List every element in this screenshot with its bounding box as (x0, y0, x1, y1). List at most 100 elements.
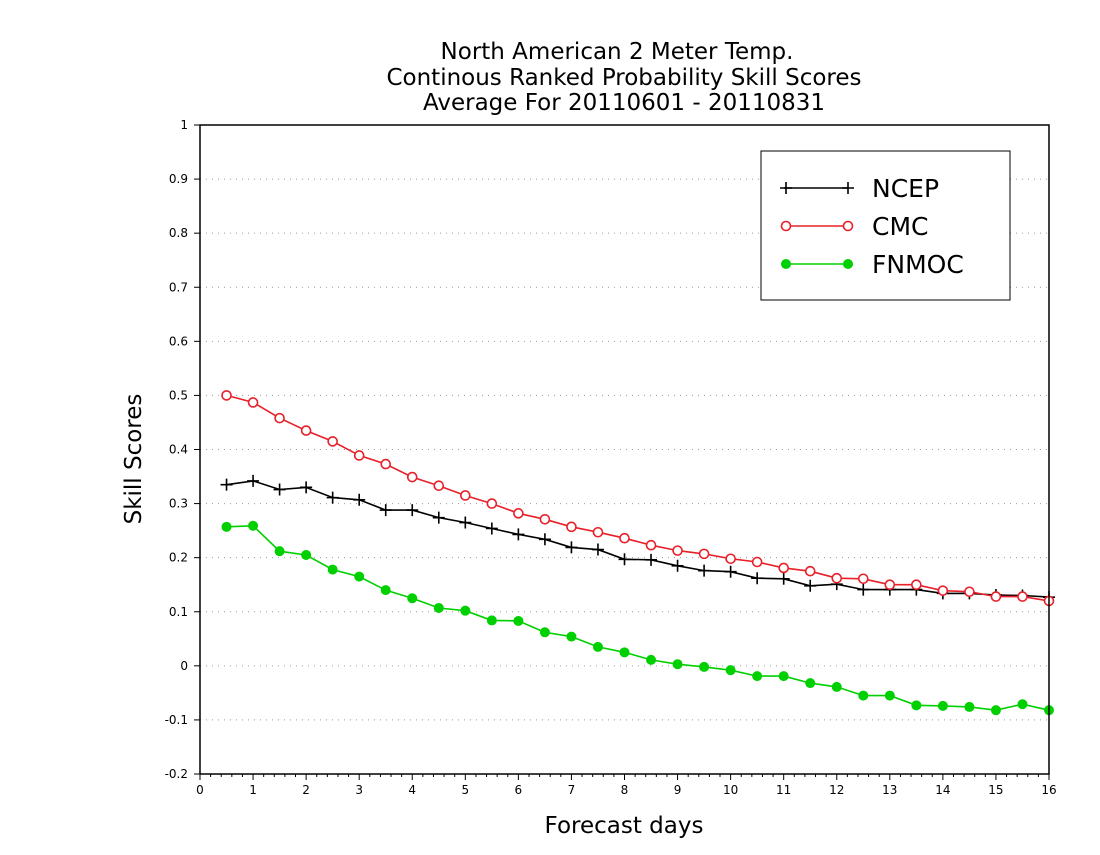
y-tick-label: 0 (180, 659, 188, 673)
series-cmc (221, 390, 1055, 607)
series-cmc-point (990, 591, 1002, 602)
series-fnmoc-point (566, 631, 577, 642)
series-fnmoc-point (354, 571, 365, 582)
series-fnmoc-point (513, 615, 524, 626)
x-tick-label: 6 (515, 783, 523, 797)
series-cmc-point (486, 498, 498, 509)
y-tick-label: 0.3 (169, 497, 188, 511)
x-tick-label: 7 (568, 783, 576, 797)
x-tick-label: 15 (988, 783, 1003, 797)
series-fnmoc-point (592, 641, 603, 652)
x-tick-label: 10 (723, 783, 738, 797)
series-cmc-point (513, 508, 524, 519)
series-ncep-point (751, 572, 764, 585)
series-cmc-point (645, 539, 657, 551)
x-tick-label: 8 (621, 783, 629, 797)
legend-marker (780, 182, 792, 194)
series-cmc-point (327, 436, 338, 447)
y-tick-label: 0.9 (169, 172, 188, 186)
series-fnmoc-point (539, 627, 550, 638)
series-fnmoc-point (486, 615, 497, 626)
series-fnmoc-point (248, 520, 259, 531)
series-ncep-point (326, 491, 339, 504)
legend-marker (842, 220, 854, 232)
series-fnmoc-point (672, 659, 683, 670)
x-tick-label: 9 (674, 783, 682, 797)
series-cmc-point (964, 586, 975, 598)
series-fnmoc-point (274, 546, 285, 557)
y-tick-label: 0.5 (169, 388, 188, 402)
series-fnmoc-point (778, 671, 789, 682)
series-cmc-point (698, 548, 710, 560)
x-axis-title: Forecast days (545, 813, 704, 839)
series-fnmoc-point (1017, 699, 1028, 710)
series-fnmoc-point (752, 671, 763, 682)
series-ncep-point (671, 559, 684, 572)
series-cmc-point (592, 526, 604, 538)
legend-item-fnmoc: FNMOC (781, 250, 964, 279)
series-cmc-point (274, 412, 285, 424)
series-fnmoc-point (911, 700, 922, 711)
series-cmc-point (937, 585, 949, 596)
legend: NCEP CMC FNMOC (760, 150, 1011, 301)
legend-item-cmc: CMC (780, 212, 928, 241)
series-ncep-point (220, 478, 233, 491)
series-cmc-point (857, 573, 869, 585)
axes: -0.2-0.100.10.20.30.40.50.60.70.80.910 1 2… (165, 118, 1057, 797)
legend-label-fnmoc: FNMOC (872, 250, 964, 279)
series-fnmoc-point (699, 661, 710, 672)
x-tick-label: 13 (882, 783, 897, 797)
series-fnmoc-point (221, 521, 232, 532)
chart-title-line-2: Continous Ranked Probability Skill Score… (386, 65, 861, 91)
series-cmc-point (1017, 591, 1028, 602)
y-tick-label: 0.6 (169, 334, 188, 348)
series-fnmoc-point (460, 605, 471, 616)
series-ncep-line (226, 480, 1050, 598)
series-cmc-line (226, 394, 1050, 602)
chart-title: North American 2 Meter Temp. Continous R… (386, 39, 861, 116)
series-cmc-point (460, 490, 471, 501)
series-cmc-point (911, 579, 922, 591)
series-fnmoc-point (380, 585, 391, 596)
series-cmc-point (353, 450, 365, 461)
series-ncep-point (857, 583, 870, 596)
series-ncep-point (273, 483, 286, 496)
series-ncep-point (565, 541, 578, 554)
series-cmc-point (380, 458, 392, 470)
plot-area-frame (199, 124, 1050, 775)
legend-label-cmc: CMC (872, 212, 928, 241)
series-fnmoc-point (831, 681, 842, 692)
y-tick-label: 0.7 (169, 280, 188, 294)
x-tick-label: 4 (408, 783, 416, 797)
series-ncep-point (698, 564, 711, 577)
series-cmc-point (804, 565, 816, 577)
series-cmc-point (247, 397, 259, 408)
series-cmc-point (884, 579, 896, 591)
legend-item-ncep: NCEP (780, 174, 939, 203)
x-tick-label: 12 (829, 783, 844, 797)
series-fnmoc (221, 520, 1054, 716)
series-cmc-point (566, 521, 577, 533)
series-cmc-point (672, 545, 683, 556)
legend-label-ncep: NCEP (872, 174, 939, 203)
legend-marker (781, 259, 791, 269)
series-fnmoc-point (619, 647, 630, 658)
series-ncep (220, 474, 1055, 604)
legend-marker (780, 220, 792, 232)
y-tick-label: -0.2 (165, 767, 188, 781)
series-ncep-point (591, 543, 604, 556)
series-ncep-point (353, 493, 366, 506)
series-ncep-point (406, 504, 419, 517)
x-tick-label: 16 (1041, 783, 1056, 797)
series-cmc-point (300, 425, 312, 436)
y-axis-title: Skill Scores (121, 394, 147, 525)
series-fnmoc-point (858, 690, 869, 701)
chart-title-line-3: Average For 20110601 - 20110831 (423, 90, 825, 116)
series-cmc-point (831, 572, 843, 584)
series-cmc-point (619, 532, 630, 544)
series-fnmoc-point (964, 701, 975, 712)
series-fnmoc-point (646, 654, 657, 665)
x-tick-label: 5 (461, 783, 469, 797)
x-tick-label: 2 (302, 783, 310, 797)
